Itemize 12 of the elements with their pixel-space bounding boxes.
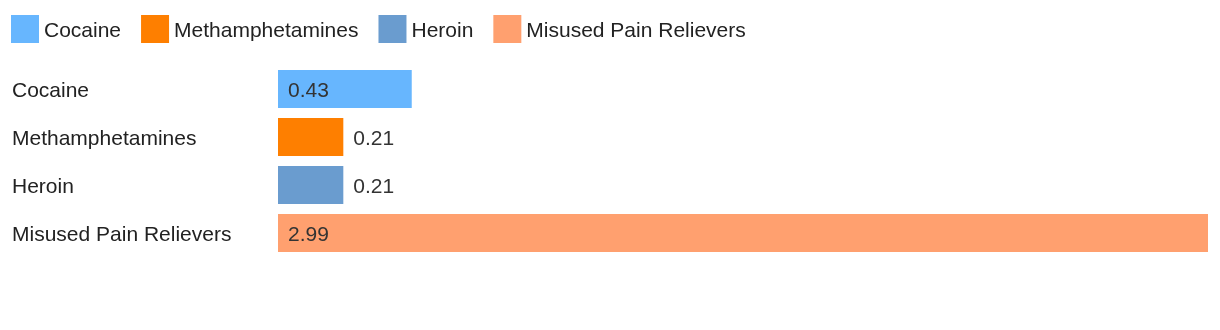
y-tick-label: Cocaine [12,77,90,101]
legend-label: Cocaine [44,17,122,41]
y-tick-label: Misused Pain Relievers [12,221,232,245]
legend-label: Misused Pain Relievers [526,17,746,41]
data-label: 0.43 [288,77,329,101]
y-tick-label: Heroin [12,173,74,197]
data-label: 2.99 [288,221,329,245]
legend-label: Methamphetamines [174,17,359,41]
data-label: 0.21 [353,125,395,149]
y-tick-label: Methamphetamines [12,125,197,149]
data-label: 0.21 [353,173,395,197]
legend-label: Heroin [411,17,474,41]
